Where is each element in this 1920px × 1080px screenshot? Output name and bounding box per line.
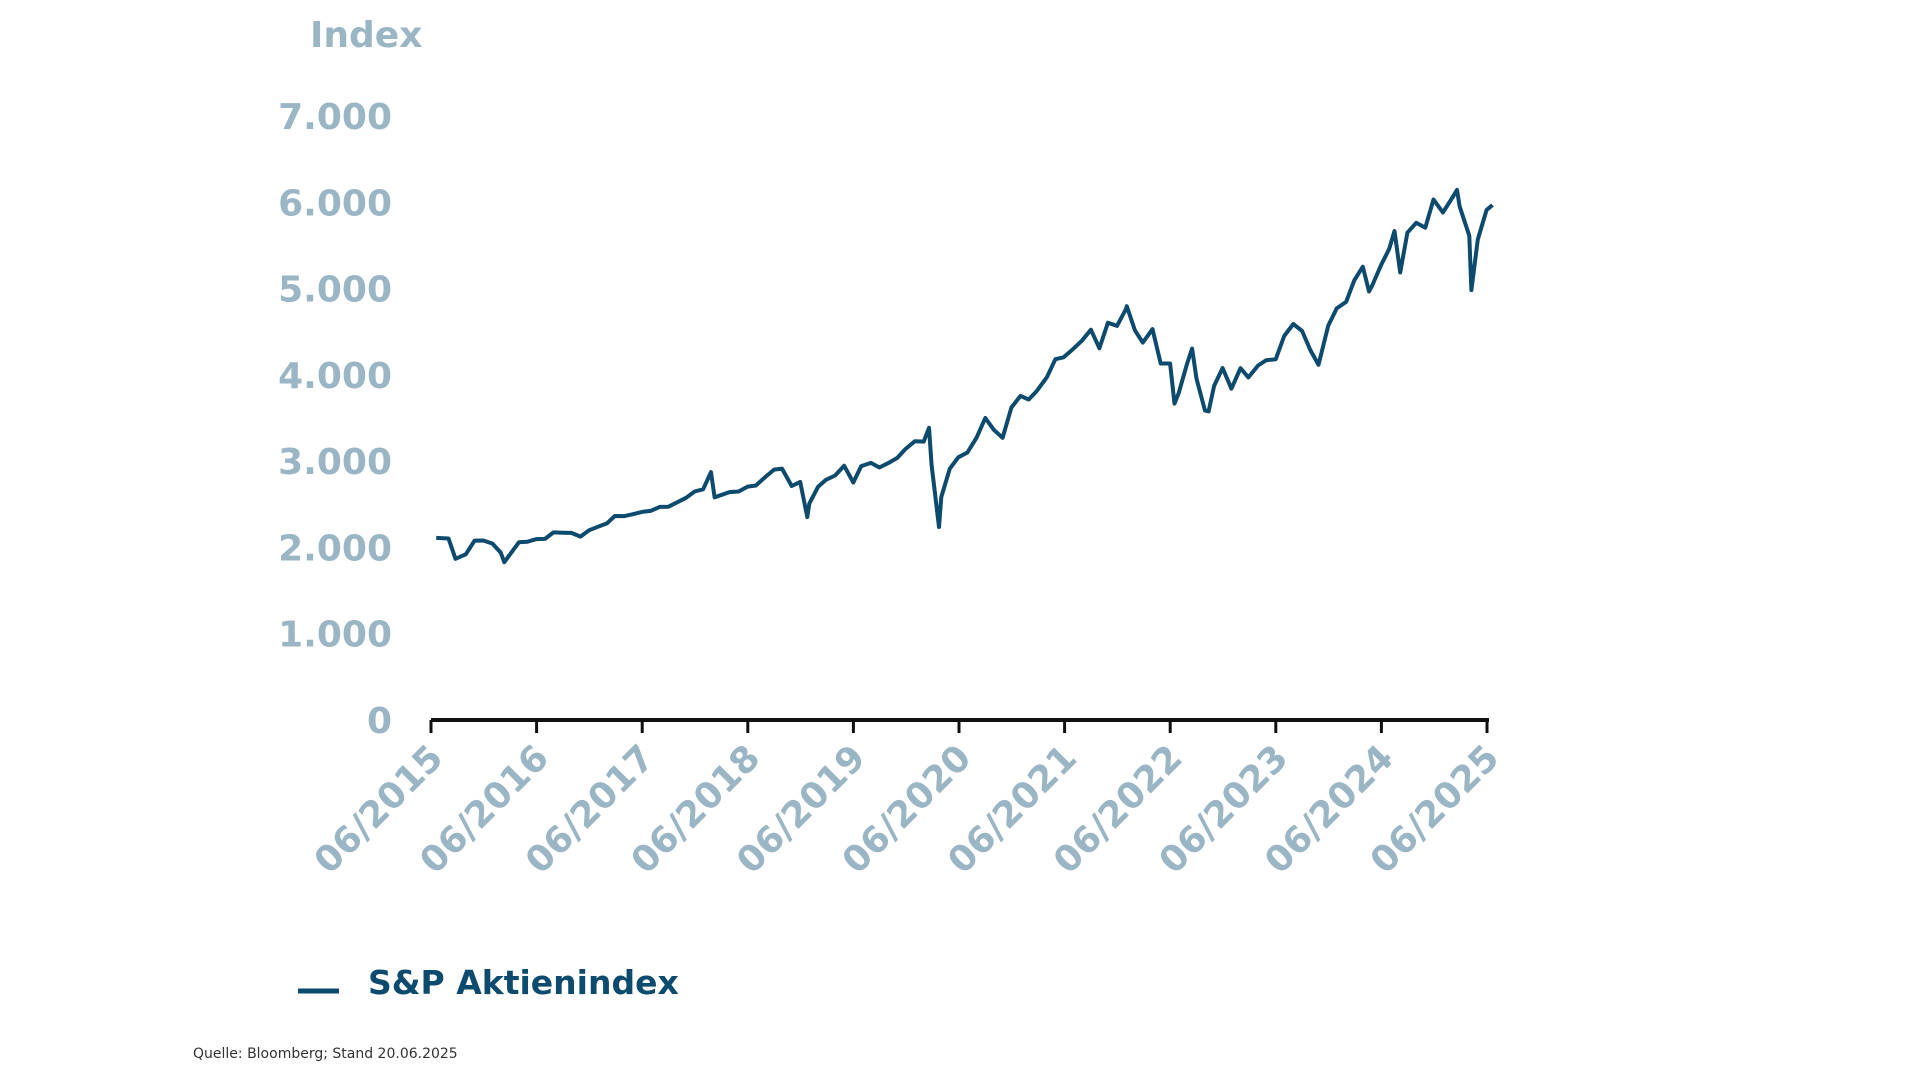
y-tick-label: 4.000 bbox=[278, 356, 392, 397]
x-axis: 06/201506/201606/201706/201806/201906/20… bbox=[307, 718, 1507, 882]
series-line bbox=[436, 187, 1494, 565]
legend-label: S&P Aktienindex bbox=[368, 963, 679, 1002]
y-tick-label: 3.000 bbox=[278, 442, 392, 483]
y-axis-title: Index bbox=[310, 15, 422, 56]
legend: S&P Aktienindex bbox=[298, 963, 679, 1002]
y-axis: 0 1.000 2.000 3.000 4.000 5.000 6.000 7.000 bbox=[278, 97, 392, 742]
y-tick-label: 0 bbox=[367, 701, 392, 742]
source-note: Quelle: Bloomberg; Stand 20.06.2025 bbox=[193, 1046, 458, 1062]
y-tick-label: 5.000 bbox=[278, 270, 392, 311]
y-tick-label: 1.000 bbox=[278, 615, 392, 656]
y-tick-label: 6.000 bbox=[278, 183, 392, 224]
y-tick-label: 7.000 bbox=[278, 97, 392, 138]
y-tick-label: 2.000 bbox=[278, 528, 392, 569]
series-group bbox=[436, 187, 1494, 565]
